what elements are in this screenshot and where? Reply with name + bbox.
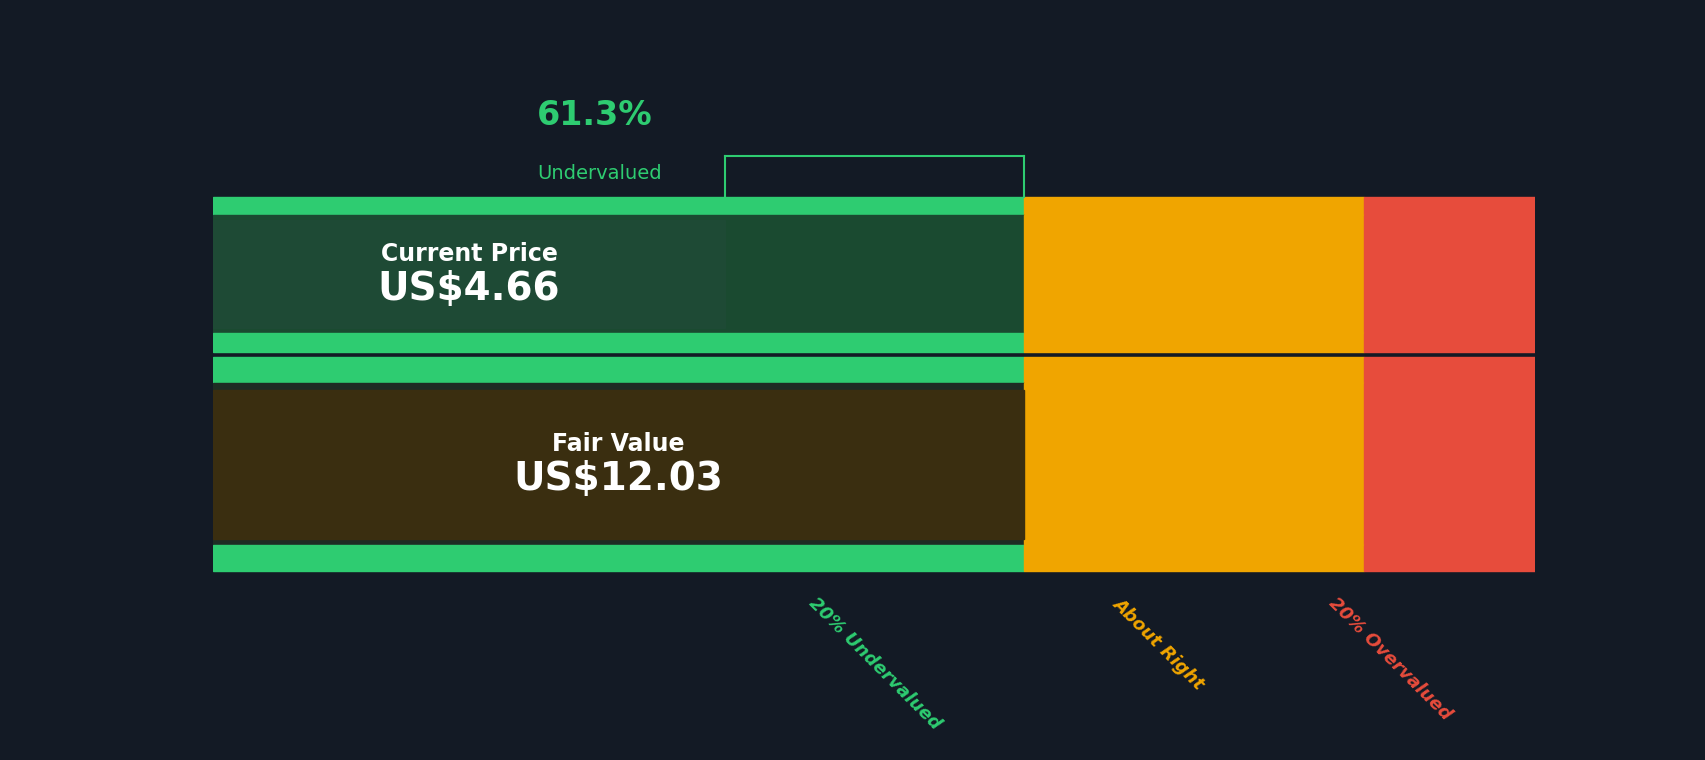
Bar (1362, 197, 1534, 215)
Bar (213, 197, 1023, 215)
Bar (213, 215, 1023, 333)
Bar (1023, 546, 1362, 571)
Bar (213, 546, 1023, 571)
Bar (1023, 383, 1362, 546)
Text: About Right: About Right (1108, 594, 1207, 693)
Bar (213, 383, 1023, 546)
Text: Fair Value: Fair Value (552, 432, 684, 456)
Bar (213, 390, 1023, 539)
Bar (213, 357, 1023, 383)
Text: 20% Undervalued: 20% Undervalued (805, 594, 943, 733)
Bar (1023, 333, 1362, 352)
Text: Undervalued: Undervalued (537, 164, 662, 183)
Bar (1023, 215, 1362, 333)
Bar (213, 333, 1023, 352)
Text: Current Price: Current Price (380, 242, 558, 265)
Text: US$4.66: US$4.66 (377, 270, 559, 308)
Text: 20% Overvalued: 20% Overvalued (1325, 594, 1454, 724)
Bar (213, 220, 725, 328)
Bar (1362, 546, 1534, 571)
Bar (1362, 333, 1534, 352)
Bar (1023, 357, 1362, 383)
Bar (1362, 357, 1534, 383)
Bar (1362, 383, 1534, 546)
Bar (1362, 215, 1534, 333)
Bar (1023, 197, 1362, 215)
Text: US$12.03: US$12.03 (513, 460, 723, 498)
Text: 61.3%: 61.3% (537, 99, 653, 132)
